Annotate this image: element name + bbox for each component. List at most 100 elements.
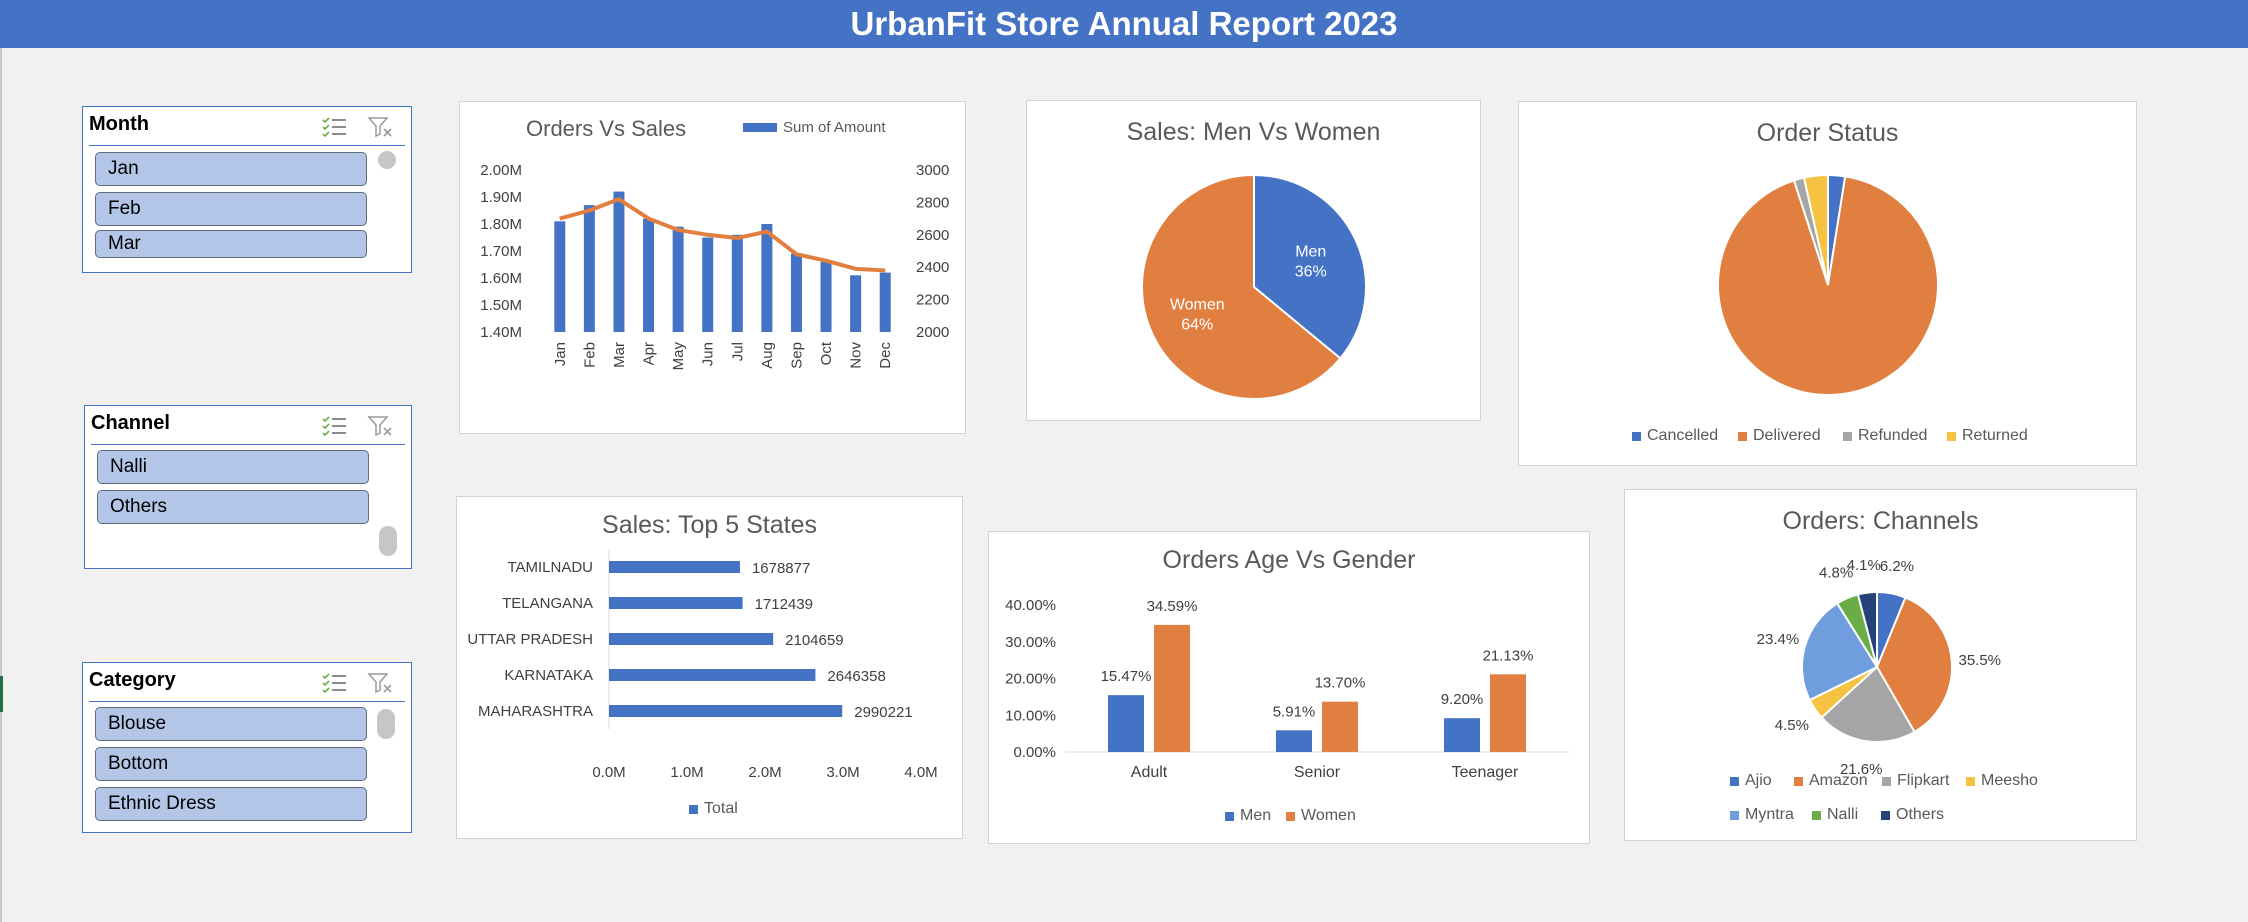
channel-slicer-title: Channel: [91, 412, 170, 434]
age-vs-gender-chart[interactable]: Orders Age Vs Gender 40.00% 30.00% 20.00% 1…: [988, 531, 1590, 844]
bar: [790, 253, 802, 332]
y-tick-label: 20.00%: [1005, 671, 1056, 688]
top-states-plot: TAMILNADU 1678877 TELANGANA 1712439 UTTAR PR…: [467, 549, 938, 781]
x-tick-label: 1.0M: [670, 764, 703, 781]
legend-swatch: [1843, 431, 1852, 441]
legend-myntra: Myntra: [1730, 806, 1794, 824]
legend-sum-of-amount: Sum of Amount: [743, 119, 886, 136]
x-tick-label: Aug: [759, 342, 776, 369]
bar: [583, 205, 595, 332]
bar: [609, 669, 816, 681]
legend-swatch: [1794, 776, 1803, 786]
clear-filter-icon[interactable]: [367, 414, 395, 438]
pie-slice-others: [1856, 590, 1878, 668]
y-tick-label: 30.00%: [1005, 634, 1056, 651]
legend-swatch: [1812, 810, 1821, 820]
y-tick-label: 1.70M: [480, 243, 522, 260]
multi-select-icon[interactable]: [321, 115, 349, 139]
clear-filter-icon[interactable]: [367, 115, 395, 139]
sheet-left-edge: [0, 48, 2, 922]
category-slicer: Category Blouse Bottom Ethnic Dress: [82, 662, 412, 833]
legend-others: Others: [1881, 806, 1944, 824]
y-tick-label: 0.00%: [1013, 744, 1056, 761]
slicer-item-blouse[interactable]: Blouse: [95, 707, 367, 741]
legend-meesho: Meesho: [1966, 772, 2038, 790]
slice-label: 6.2%: [1880, 558, 1914, 575]
legend-swatch: [1738, 431, 1747, 441]
legend-swatch: [1881, 810, 1890, 820]
bar-men: [1108, 695, 1144, 752]
slicer-item-mar[interactable]: Mar: [95, 230, 367, 258]
bar: [731, 234, 743, 332]
bar: [850, 275, 862, 332]
slice-percent: 36%: [1295, 263, 1327, 280]
slice-label: Men: [1295, 243, 1326, 260]
bar-women: [1322, 701, 1358, 752]
category-label: Teenager: [1452, 764, 1519, 781]
x-tick-label: 4.0M: [904, 764, 937, 781]
multi-select-icon[interactable]: [321, 671, 349, 695]
slicer-item-ethnic-dress[interactable]: Ethnic Dress: [95, 787, 367, 821]
orders-channels-chart[interactable]: Orders: Channels 6.2% 35.5% 21.6% 4.5% 23.4%…: [1624, 489, 2137, 841]
sales-men-vs-women-chart[interactable]: Sales: Men Vs Women Men 36% Women 64%: [1026, 100, 1481, 421]
top-5-states-chart[interactable]: Sales: Top 5 States TAMILNADU 1678877 TELA…: [456, 496, 963, 839]
category-label: Adult: [1131, 764, 1168, 781]
x-tick-label: 3.0M: [826, 764, 859, 781]
slicer-scrollbar[interactable]: [379, 526, 397, 556]
age-gender-plot: 40.00% 30.00% 20.00% 10.00% 0.00% 15.47% 34.59…: [1005, 597, 1569, 781]
legend-swatch: [1632, 431, 1641, 441]
y-tick-label: 2.00M: [480, 162, 522, 179]
slice-label: Women: [1170, 297, 1225, 314]
report-title: UrbanFit Store Annual Report 2023: [850, 5, 1398, 42]
orders-vs-sales-chart[interactable]: Orders Vs Sales Sum of Amount 2.00M 1.90M…: [459, 101, 966, 434]
legend-refunded: Refunded: [1843, 427, 1927, 445]
legend-total: Total: [689, 800, 738, 818]
slicer-item-nalli[interactable]: Nalli: [97, 450, 369, 484]
x-tick-label: Jan: [552, 342, 569, 366]
slicer-scrollbar[interactable]: [377, 709, 395, 739]
multi-select-icon[interactable]: [321, 414, 349, 438]
order-status-chart[interactable]: Order Status Cancelled Delivered Refunde…: [1518, 101, 2137, 466]
orders-line: [559, 197, 886, 273]
x-tick-label: Apr: [641, 342, 658, 365]
bar: [609, 561, 740, 573]
legend-swatch: [1286, 811, 1295, 821]
x-tick-label: Jun: [700, 342, 717, 366]
data-label: 34.59%: [1147, 598, 1198, 615]
legend-swatch: [689, 804, 698, 814]
slicer-scrollbar[interactable]: [378, 151, 396, 169]
pie-slice-men: [1253, 173, 1367, 360]
slicer-divider: [89, 701, 405, 702]
slice-label: 4.5%: [1775, 717, 1809, 734]
y-tick-label: 1.40M: [480, 324, 522, 341]
channel-slicer: Channel Nalli Others: [84, 405, 412, 569]
slicer-item-others[interactable]: Others: [97, 490, 369, 524]
data-label: 2990221: [854, 704, 912, 721]
slice-label: 23.4%: [1757, 631, 1800, 648]
slicer-item-bottom[interactable]: Bottom: [95, 747, 367, 781]
bar-women: [1490, 674, 1526, 752]
bar: [643, 218, 655, 332]
bar: [820, 261, 832, 332]
slice-label: 4.1%: [1847, 557, 1881, 574]
slice-percent: 64%: [1181, 317, 1213, 334]
clear-filter-icon[interactable]: [367, 671, 395, 695]
orders-vs-sales-plot: 2.00M 1.90M 1.80M 1.70M 1.60M 1.50M 1.40M 3000 2…: [480, 162, 949, 371]
legend-swatch: [1882, 776, 1891, 786]
x-tick-label: Sep: [788, 342, 805, 369]
y2-tick-label: 3000: [916, 162, 949, 179]
bar: [554, 221, 566, 332]
x-tick-label: May: [670, 342, 687, 371]
slicer-item-feb[interactable]: Feb: [95, 192, 367, 226]
legend-women: Women: [1286, 807, 1356, 825]
y-tick-label: 1.60M: [480, 270, 522, 287]
slicer-item-jan[interactable]: Jan: [95, 152, 367, 186]
y-tick-label: 1.80M: [480, 216, 522, 233]
x-tick-label: 2.0M: [748, 764, 781, 781]
data-label: 2646358: [827, 668, 885, 685]
x-tick-label: Jul: [729, 342, 746, 361]
x-tick-label: Nov: [848, 342, 865, 369]
legend-swatch: [1947, 431, 1956, 441]
order-status-pie: [1717, 173, 1939, 396]
chart-title: Orders Vs Sales: [526, 116, 687, 141]
